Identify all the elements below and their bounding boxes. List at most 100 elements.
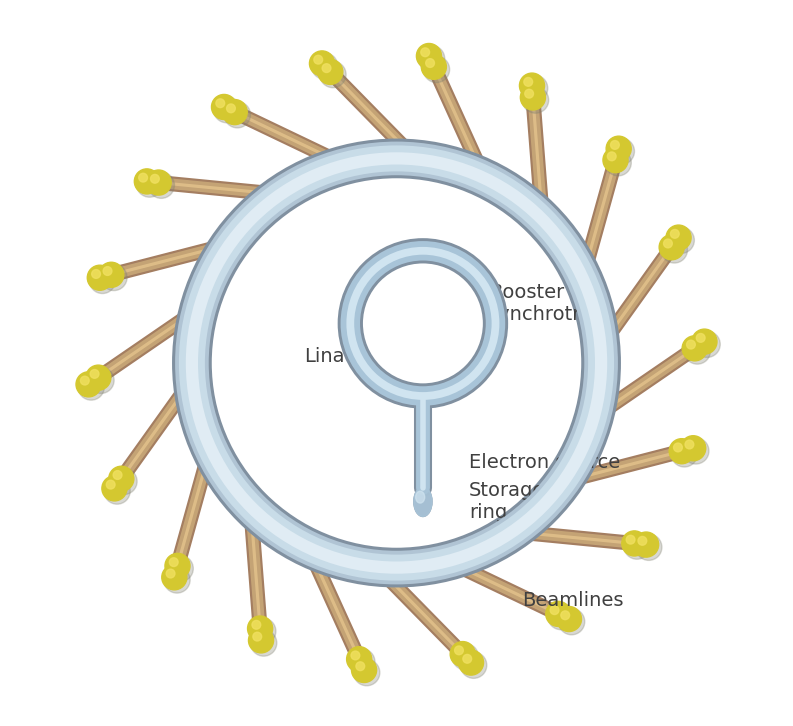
Circle shape [661,237,688,263]
Circle shape [76,372,101,397]
Circle shape [320,62,346,88]
Circle shape [136,171,163,197]
Text: Beamlines: Beamlines [522,591,623,610]
Circle shape [622,531,647,556]
Circle shape [356,662,365,671]
Circle shape [682,336,707,361]
Circle shape [638,537,647,545]
Circle shape [99,262,124,287]
Circle shape [669,439,694,464]
Circle shape [666,225,691,250]
Circle shape [671,441,698,467]
Circle shape [611,141,619,150]
Text: Booster
synchrotron: Booster synchrotron [489,283,605,324]
Circle shape [454,646,463,655]
Circle shape [421,48,430,57]
Circle shape [213,97,239,123]
Circle shape [212,94,236,120]
Circle shape [349,648,375,675]
Ellipse shape [416,492,425,503]
Circle shape [87,265,113,290]
Circle shape [106,480,115,489]
Circle shape [351,651,360,660]
Circle shape [624,533,650,559]
Circle shape [216,99,224,107]
Circle shape [561,611,569,619]
Circle shape [354,659,380,686]
Circle shape [607,152,616,160]
Circle shape [104,478,130,504]
Circle shape [148,172,174,198]
Circle shape [111,468,137,494]
Circle shape [113,470,122,479]
Circle shape [670,229,679,238]
Circle shape [450,642,475,666]
Circle shape [452,643,478,670]
Circle shape [684,338,711,364]
Circle shape [88,367,114,393]
Circle shape [524,78,533,86]
Circle shape [608,138,634,165]
Circle shape [423,57,450,83]
Circle shape [103,266,112,275]
Circle shape [603,147,628,173]
Circle shape [78,374,105,400]
Circle shape [224,102,251,128]
Circle shape [664,239,672,248]
Circle shape [139,174,147,182]
Circle shape [683,438,709,464]
Circle shape [252,621,261,629]
Circle shape [253,632,262,641]
Circle shape [80,376,89,385]
Ellipse shape [414,486,432,516]
Circle shape [458,650,484,675]
Circle shape [250,618,276,645]
Circle shape [659,234,684,260]
Ellipse shape [414,486,432,516]
Circle shape [673,443,682,452]
Circle shape [546,601,571,627]
Circle shape [90,370,99,378]
Circle shape [247,616,273,641]
Circle shape [318,60,343,84]
Circle shape [146,170,171,195]
Circle shape [605,150,631,176]
Text: Storage
ring: Storage ring [469,481,546,522]
Circle shape [461,652,487,678]
Circle shape [222,99,247,125]
Circle shape [626,535,635,544]
Circle shape [351,658,377,682]
Circle shape [520,85,546,110]
Circle shape [550,605,559,614]
Circle shape [687,340,695,349]
Circle shape [102,476,127,501]
Circle shape [525,89,534,98]
Circle shape [248,628,274,653]
Circle shape [692,329,717,354]
Circle shape [421,54,446,79]
Circle shape [634,532,659,557]
Circle shape [151,174,159,183]
Circle shape [696,333,705,342]
Circle shape [523,87,549,113]
Circle shape [519,73,545,98]
Circle shape [92,269,101,278]
Circle shape [164,567,190,593]
Circle shape [558,608,584,635]
Circle shape [314,55,323,64]
Circle shape [312,53,338,79]
Circle shape [426,59,435,68]
Circle shape [694,331,720,357]
Circle shape [86,365,111,390]
Circle shape [134,169,159,194]
Circle shape [227,104,236,113]
Circle shape [109,466,134,492]
Circle shape [685,440,694,449]
Circle shape [680,436,706,461]
Circle shape [167,569,175,578]
Circle shape [668,227,695,253]
Circle shape [548,603,574,629]
Circle shape [419,46,445,72]
Circle shape [606,136,631,161]
Circle shape [557,606,581,632]
